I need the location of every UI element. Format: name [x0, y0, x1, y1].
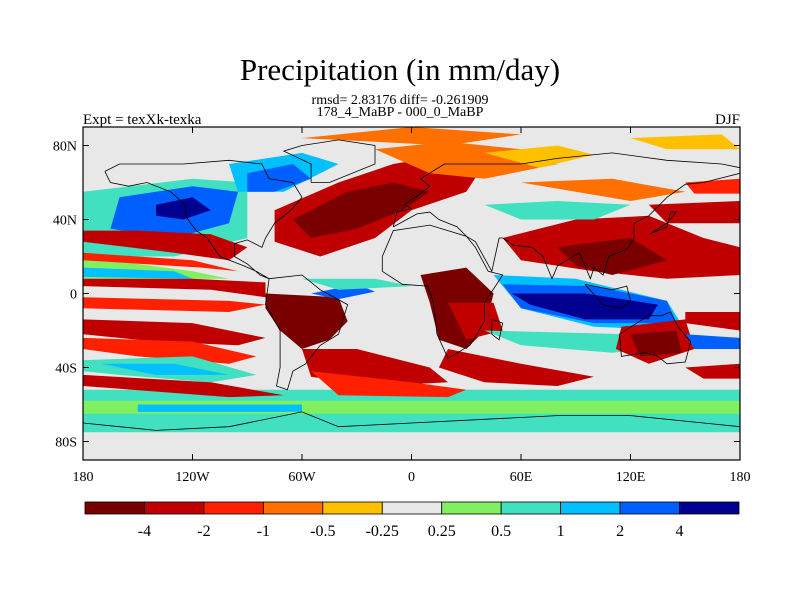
colorbar-swatch [560, 501, 621, 515]
colorbar-swatch [262, 501, 324, 515]
colorbar-label: 4 [676, 523, 684, 540]
colorbar-label: 1 [557, 523, 565, 540]
coastline [619, 311, 692, 365]
anomaly-patch [521, 178, 686, 201]
coastline [648, 211, 677, 235]
colorbar-label: 2 [616, 523, 624, 540]
colorbar-swatch [84, 501, 145, 515]
lat-label: 40S [55, 362, 77, 377]
lat-label: 0 [70, 288, 77, 303]
anomaly-patch [302, 278, 412, 290]
lon-label: 120W [175, 470, 210, 485]
colorbar-swatch [500, 501, 562, 515]
lon-label: 180 [730, 470, 751, 485]
coastline [282, 139, 376, 183]
lon-axis: 180 120W 60W 0 60E 120E 180 [73, 127, 751, 485]
anomaly-patch [685, 178, 740, 194]
colorbar-swatch [619, 501, 680, 515]
colorbar-swatch [441, 501, 502, 515]
anomaly-patch [137, 404, 302, 412]
anomaly-patch [83, 230, 248, 261]
lat-label: 80N [53, 140, 77, 155]
precipitation-field [83, 127, 740, 460]
anomaly-patch [511, 293, 658, 320]
anomaly-patch [83, 297, 266, 312]
anomaly-patch [247, 164, 312, 192]
coastline [392, 152, 740, 280]
coastline [584, 283, 631, 309]
anomaly-patch [156, 197, 211, 220]
anomaly-patch [83, 278, 266, 298]
lon-label: 120E [616, 470, 646, 485]
colorbar-label: 0.5 [491, 523, 511, 540]
anomaly-patch [265, 293, 348, 349]
colorbar-label: -1 [257, 523, 270, 540]
colorbar-swatch [322, 501, 383, 515]
anomaly-patch [83, 319, 266, 346]
anomaly-patch [685, 334, 740, 349]
anomaly-patch [685, 312, 740, 331]
lon-label: 60E [510, 470, 533, 485]
colorbar-swatch [679, 501, 740, 515]
coastline [104, 159, 303, 280]
anomaly-patch [484, 145, 594, 168]
coastline [83, 411, 740, 431]
lat-label: 80S [55, 436, 77, 451]
colorbar-label: -0.25 [366, 523, 399, 540]
map-title: Precipitation (in mm/day) [239, 52, 561, 87]
anomaly-patch [292, 182, 430, 238]
colorbar-label: -4 [138, 523, 151, 540]
lon-label: 60W [288, 470, 316, 485]
anomaly-patch [83, 374, 284, 398]
anomaly-patch [448, 302, 503, 340]
anomaly-patch [630, 134, 740, 150]
anomaly-patch [83, 252, 239, 272]
experiment-label: Expt = texXk-texka [83, 112, 202, 128]
coastline [381, 224, 504, 359]
stats-line: rmsd= 2.83176 diff= -0.261909 [311, 93, 489, 108]
lon-label: 180 [73, 470, 94, 485]
colorbar-swatch [144, 501, 205, 515]
season-label: DJF [714, 112, 740, 128]
colorbar-swatch [381, 501, 443, 515]
coastlines [83, 139, 740, 431]
coastline [265, 274, 349, 391]
colorbar-label: 0.25 [428, 523, 456, 540]
anomaly-patch [311, 371, 467, 398]
anomaly-patch [83, 267, 193, 279]
anomaly-patch [630, 330, 682, 357]
anomaly-patch [302, 127, 521, 146]
anomaly-patch [438, 349, 594, 386]
anomaly-patch [685, 363, 740, 379]
lat-axis: 80N 40N 0 40S 80S [53, 140, 740, 451]
colorbar: -4 -2 -1 -0.5 -0.25 0.25 0.5 1 2 4 [84, 501, 740, 540]
lon-label: 0 [408, 470, 415, 485]
colorbar-label: -2 [197, 523, 210, 540]
anomaly-patch [101, 363, 229, 375]
period-line: 178_4_MaBP - 000_0_MaBP [316, 105, 484, 120]
anomaly-patch [83, 337, 257, 364]
colorbar-swatch [203, 501, 264, 515]
anomaly-patch [484, 201, 631, 220]
coastline [491, 319, 504, 341]
colorbar-label: -0.5 [310, 523, 335, 540]
lat-label: 40N [53, 214, 77, 229]
